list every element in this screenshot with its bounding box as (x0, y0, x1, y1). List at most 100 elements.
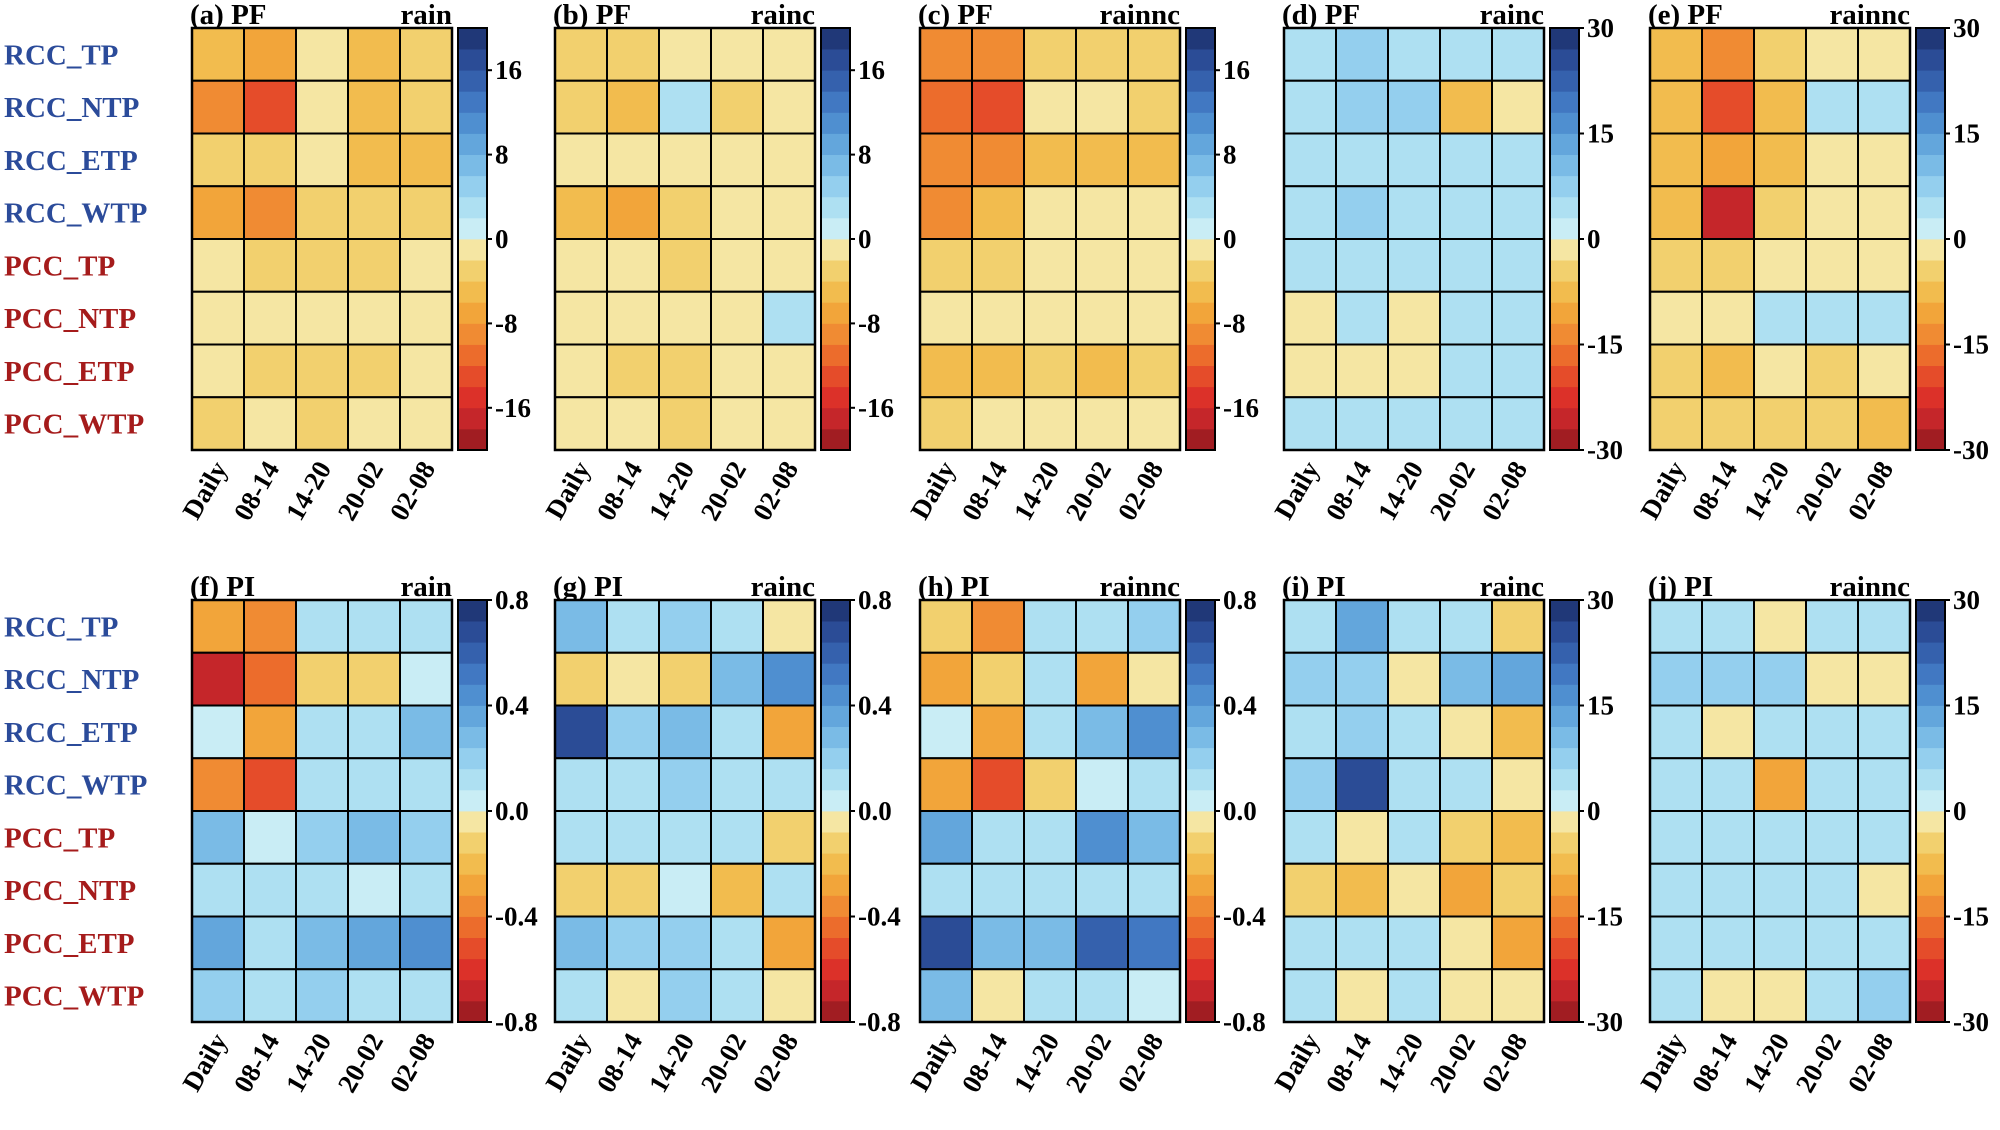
colorbar-segment (1550, 979, 1579, 1002)
x-tick-label: Daily (1268, 1028, 1325, 1097)
heatmap-cell (1283, 968, 1337, 1023)
heatmap-cell (1491, 396, 1545, 451)
heatmap-cell (971, 968, 1025, 1023)
colorbar-segment (1916, 958, 1945, 981)
colorbar-tick-label: 8 (495, 140, 509, 170)
heatmap-cell (191, 704, 245, 760)
heatmap-cell (1491, 968, 1545, 1023)
heatmap-cell (1491, 27, 1545, 82)
heatmap-cell (1335, 185, 1389, 240)
heatmap-cell (1335, 862, 1389, 918)
colorbar-tick-label: 0.8 (858, 585, 892, 615)
heatmap-cell (1857, 757, 1911, 812)
heatmap-cell (399, 290, 453, 346)
heatmap-cell (762, 27, 816, 82)
heatmap-cell (658, 396, 712, 451)
colorbar-segment (1916, 811, 1945, 833)
heatmap-cell (971, 599, 1025, 654)
row-label-rcc-etp: RCC_ETP (4, 717, 138, 749)
heatmap-cell (1075, 599, 1129, 654)
x-tick-label: 20-02 (1424, 456, 1481, 526)
colorbar-segment (1186, 28, 1215, 50)
heatmap-cell (554, 915, 608, 971)
x-tick-label: 02-08 (1112, 456, 1169, 526)
heatmap-cell (243, 27, 297, 82)
heatmap-cell (1075, 27, 1129, 82)
heatmap-cell (1753, 185, 1807, 240)
colorbar-tick-label: -16 (858, 393, 894, 423)
heatmap-cell (919, 27, 973, 82)
colorbar-segment (1550, 747, 1579, 770)
heatmap-cell (1857, 599, 1911, 654)
colorbar-segment (1550, 344, 1579, 366)
colorbar-tick-label: 0 (1587, 224, 1601, 254)
heatmap-cell (1439, 757, 1493, 812)
heatmap-cell (1753, 651, 1807, 707)
heatmap-cell (658, 343, 712, 399)
x-tick-label: 08-14 (1320, 456, 1377, 526)
heatmap-cell (1805, 290, 1859, 346)
colorbar-segment (1550, 196, 1579, 219)
heatmap-cell (1753, 757, 1807, 812)
heatmap-cell (971, 290, 1025, 346)
heatmap-cell (1387, 810, 1441, 865)
heatmap-cell (1439, 132, 1493, 188)
heatmap-cell (1283, 599, 1337, 654)
heatmap-cell (243, 290, 297, 346)
colorbar-tick-label: 16 (1223, 55, 1250, 85)
heatmap-cell (1023, 810, 1077, 865)
colorbar-tick-label: 0.0 (858, 796, 892, 826)
colorbar-segment (821, 684, 850, 706)
colorbar-segment (1550, 112, 1579, 134)
colorbar-segment (1186, 621, 1215, 643)
heatmap-cell (347, 343, 401, 399)
heatmap-cell (971, 915, 1025, 971)
heatmap-cell (971, 343, 1025, 399)
colorbar-segment (1916, 1000, 1945, 1023)
colorbar-segment (1186, 281, 1215, 303)
heatmap-cell (295, 968, 349, 1023)
colorbar-segment (1916, 281, 1945, 303)
colorbar-segment (821, 958, 850, 981)
heatmap-cell (1805, 238, 1859, 293)
heatmap-cell (1753, 915, 1807, 971)
heatmap-cell (1387, 27, 1441, 82)
colorbar-segment (1916, 154, 1945, 177)
heatmap-cell (606, 862, 660, 918)
heatmap-cell (191, 396, 245, 451)
heatmap-cell (762, 757, 816, 812)
heatmap-cell (347, 185, 401, 240)
colorbar-segment (1916, 621, 1945, 643)
heatmap-cell (1649, 132, 1703, 188)
heatmap-cell (347, 651, 401, 707)
colorbar-segment (821, 323, 850, 345)
heatmap-cell (554, 757, 608, 812)
x-tick-label: 08-14 (228, 456, 285, 526)
colorbar-segment (458, 91, 487, 113)
heatmap-cell (1491, 704, 1545, 760)
colorbar-segment (821, 239, 850, 261)
x-tick-label: Daily (1634, 1028, 1691, 1097)
colorbar-segment (1186, 958, 1215, 981)
heatmap-cell (1649, 915, 1703, 971)
panel-variable: rain (400, 571, 452, 603)
row-label-rcc-ntp: RCC_NTP (4, 664, 139, 696)
colorbar-tick-label: -15 (1587, 330, 1623, 360)
x-tick-label: 14-20 (1008, 1028, 1065, 1098)
colorbar-segment (1550, 49, 1579, 71)
heatmap-cell (554, 185, 608, 240)
colorbar-segment (821, 663, 850, 685)
heatmap-cell (1283, 79, 1337, 135)
x-tick-label: Daily (1268, 456, 1325, 525)
heatmap-cell (1491, 915, 1545, 971)
heatmap-cell (762, 862, 816, 918)
heatmap-cell (1023, 396, 1077, 451)
heatmap-cell (1127, 343, 1181, 399)
x-tick-label: 02-08 (747, 456, 804, 526)
colorbar-segment (458, 874, 487, 896)
colorbar-segment (458, 386, 487, 409)
